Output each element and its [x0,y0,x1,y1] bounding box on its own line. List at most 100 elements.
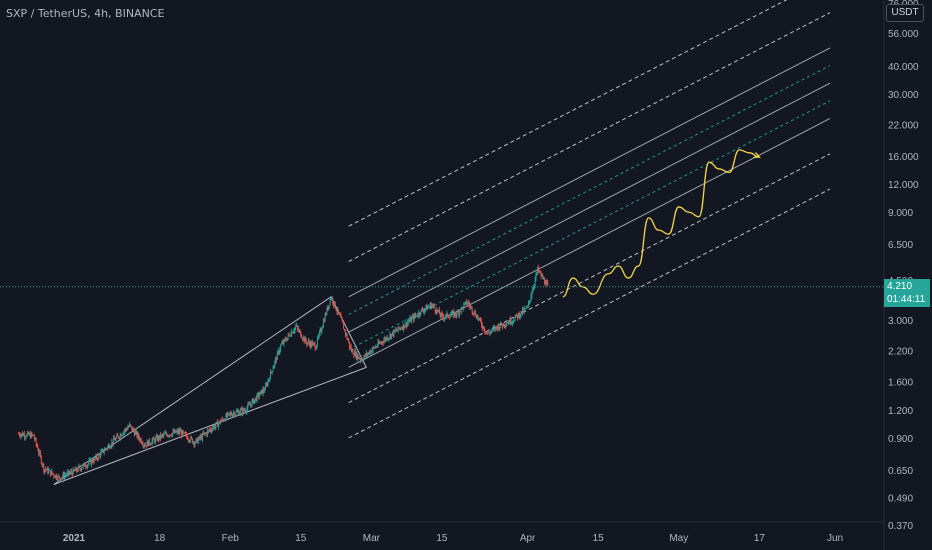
candle-body-524 [458,311,460,315]
candle-body-132 [129,424,130,427]
candle-body-61 [69,472,71,474]
candle-body-260 [236,411,238,413]
candle-body-342 [305,338,307,342]
candle-body-254 [231,414,233,416]
candle-body-44 [55,474,56,478]
candle-body-421 [371,350,373,353]
candle-body-228 [209,429,211,431]
candle-body-298 [268,379,270,381]
candle-body-434 [382,342,384,344]
candle-body-185 [173,431,175,433]
candle-body-281 [254,399,255,404]
candle-body-501 [439,309,440,315]
currency-button[interactable]: USDT [886,4,924,22]
candle-body-174 [164,433,166,435]
candle-body-367 [326,308,328,315]
candle-body-513 [449,317,450,319]
candle-body-537 [469,304,471,307]
candle-body-191 [178,430,180,433]
candle-body-84 [88,460,90,464]
symbol-title: SXP / TetherUS, 4h, BINANCE [6,7,165,20]
candle-body-120 [118,437,120,439]
candle-body-235 [215,422,217,426]
candle-body-151 [145,444,146,447]
candle-body-81 [86,466,87,468]
candle-body-470 [412,316,414,320]
candle-body-586 [510,318,512,324]
candle-body-188 [176,431,177,433]
candle-body-15 [30,433,32,438]
candle-body-159 [151,440,153,444]
candle-body-126 [124,430,125,432]
candle-body-161 [153,437,155,440]
candle-body-110 [110,445,112,448]
candle-body-330 [295,326,297,328]
candle-body-625 [543,278,544,280]
candle-body-150 [144,445,145,447]
candle-body-8 [24,436,26,438]
candle-body-477 [418,312,420,315]
candle-body-512 [448,316,450,318]
candle-body-302 [271,371,273,373]
candle-body-77 [82,464,84,468]
candle-body-487 [427,307,429,310]
candle-body-314 [281,342,283,344]
candle-body-325 [291,331,292,337]
candle-body-520 [454,312,456,316]
candle-body-423 [373,347,375,349]
candle-body-2 [19,435,21,437]
candle-body-623 [541,275,543,277]
candle-body-67 [74,470,76,472]
candle-body-478 [419,314,421,316]
candle-body-109 [109,447,111,449]
candle-body-622 [540,272,542,277]
candle-body-490 [429,303,431,307]
candle-body-292 [263,389,265,391]
candle-body-25 [39,452,40,454]
candle-body-485 [425,305,427,309]
candle-body-526 [460,311,461,313]
candle-body-566 [493,327,495,329]
candle-body-426 [376,346,377,348]
pitchfork-upper-half [348,65,831,315]
candle-body-551 [481,321,482,326]
candle-body-41 [52,473,54,475]
candle-body-56 [65,475,66,476]
candle-body-563 [491,330,492,332]
candle-body-70 [76,470,78,472]
candle-body-251 [229,412,230,414]
candle-body-584 [508,322,510,324]
candle-body-91 [94,458,96,459]
candle-body-555 [484,330,486,332]
price-axis-bg[interactable] [884,0,932,550]
candle-body-396 [350,346,352,352]
candle-body-518 [453,311,455,317]
candle-body-195 [181,430,183,436]
candle-body-124 [122,434,124,436]
y-tick-label: 16.000 [888,152,919,163]
candle-body-245 [223,419,225,421]
candle-body-415 [366,353,368,356]
candle-body-336 [300,331,302,337]
candle-body-223 [205,432,207,434]
candle-body-72 [78,466,80,468]
candle-body-116 [115,437,117,441]
candle-body-297 [267,380,269,386]
candle-body-194 [181,431,182,436]
candle-body-357 [318,336,319,338]
candle-body-486 [426,305,428,310]
candle-body-437 [385,338,387,340]
candle-body-258 [234,414,236,416]
candle-body-73 [79,466,81,469]
candle-body-560 [488,332,490,333]
candle-body-406 [359,358,360,360]
candle-body-306 [275,358,276,362]
candle-body-118 [117,435,119,436]
candle-body-620 [538,271,540,272]
candle-body-66 [73,468,75,471]
candle-body-617 [536,272,538,274]
candle-body-282 [255,397,256,400]
candle-body-453 [398,326,400,329]
